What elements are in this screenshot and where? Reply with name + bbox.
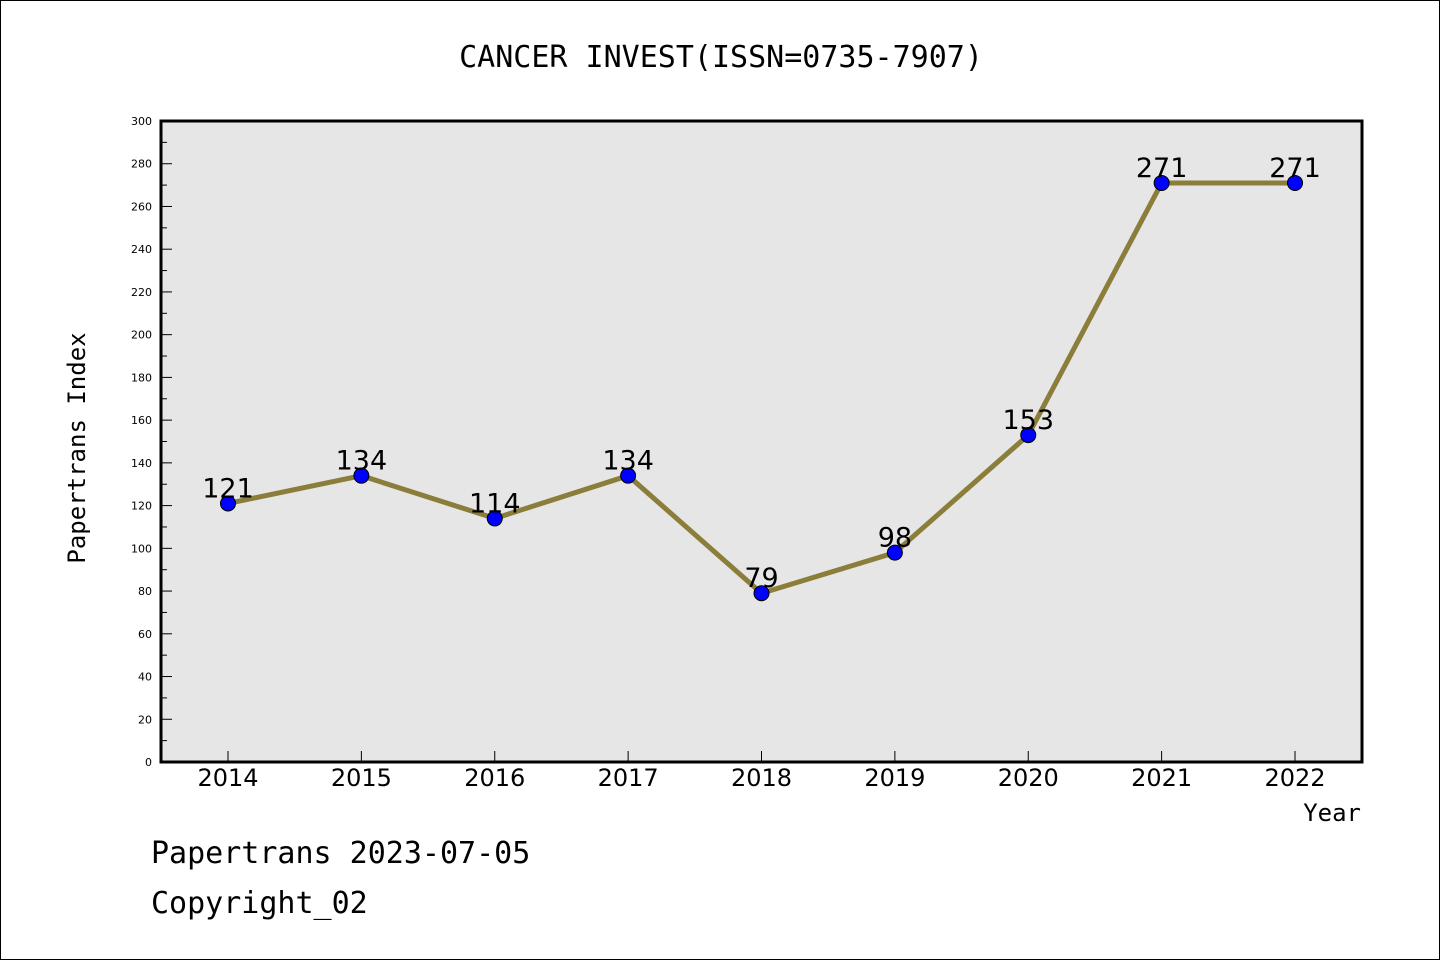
x-axis-label: Year	[1303, 799, 1361, 827]
y-axis: 0 20 40 60 80 100 120 140 160 180 200 220 240 260 280 3…	[131, 115, 172, 769]
data-label: 98	[878, 523, 912, 554]
footer-copyright: Copyright_02	[151, 886, 368, 921]
data-point	[886, 544, 903, 561]
data-point	[1153, 174, 1170, 191]
x-tick-label: 2018	[731, 764, 792, 792]
y-tick-label: 80	[138, 585, 152, 598]
y-axis-label: Papertrans Index	[63, 332, 91, 563]
y-tick-label: 240	[131, 243, 152, 256]
data-label: 271	[1136, 153, 1188, 184]
y-tick-label: 160	[131, 414, 152, 427]
y-tick-label: 60	[138, 628, 152, 641]
y-tick-label: 280	[131, 158, 152, 171]
y-tick-label: 40	[138, 671, 152, 684]
y-tick-label: 200	[131, 329, 152, 342]
x-tick-label: 2021	[1131, 764, 1192, 792]
x-tick-label: 2016	[464, 764, 525, 792]
x-tick-label: 2017	[598, 764, 659, 792]
data-label: 121	[202, 473, 254, 504]
plot-area	[159, 119, 1364, 764]
data-point	[353, 467, 370, 484]
x-tick-label: 2022	[1264, 764, 1325, 792]
data-point	[486, 510, 503, 527]
x-tick-label: 2020	[998, 764, 1059, 792]
data-label: 114	[469, 488, 521, 519]
y-tick-label: 140	[131, 457, 152, 470]
x-axis: 2014 2015 2016 2017 2018 2019 2020 2021 2022	[197, 751, 1326, 792]
x-tick-label: 2019	[864, 764, 925, 792]
data-point	[1020, 427, 1037, 444]
data-point	[620, 467, 637, 484]
y-tick-label: 180	[131, 371, 152, 384]
x-tick-label: 2014	[197, 764, 258, 792]
y-tick-label: 120	[131, 500, 152, 513]
x-tick-label: 2015	[331, 764, 392, 792]
y-tick-label: 220	[131, 286, 152, 299]
y-tick-label: 100	[131, 542, 152, 555]
data-point	[220, 495, 236, 512]
data-label: 134	[602, 446, 654, 477]
y-tick-label: 0	[145, 756, 152, 769]
y-tick-label: 20	[138, 713, 152, 726]
y-tick-label: 260	[131, 200, 152, 213]
data-label: 271	[1269, 153, 1321, 184]
data-point	[1287, 174, 1303, 191]
data-labels: 121 134 114 134 79 98 153 271 271	[202, 153, 1321, 594]
data-label: 134	[336, 446, 388, 477]
data-point	[753, 585, 770, 602]
y-tick-label: 300	[131, 115, 152, 128]
chart-title: CANCER INVEST(ISSN=0735-7907)	[459, 40, 983, 75]
data-label: 153	[1002, 405, 1054, 436]
data-label: 79	[744, 563, 778, 594]
footer-date: Papertrans 2023-07-05	[151, 836, 531, 871]
series-papertrans-index	[220, 174, 1303, 602]
